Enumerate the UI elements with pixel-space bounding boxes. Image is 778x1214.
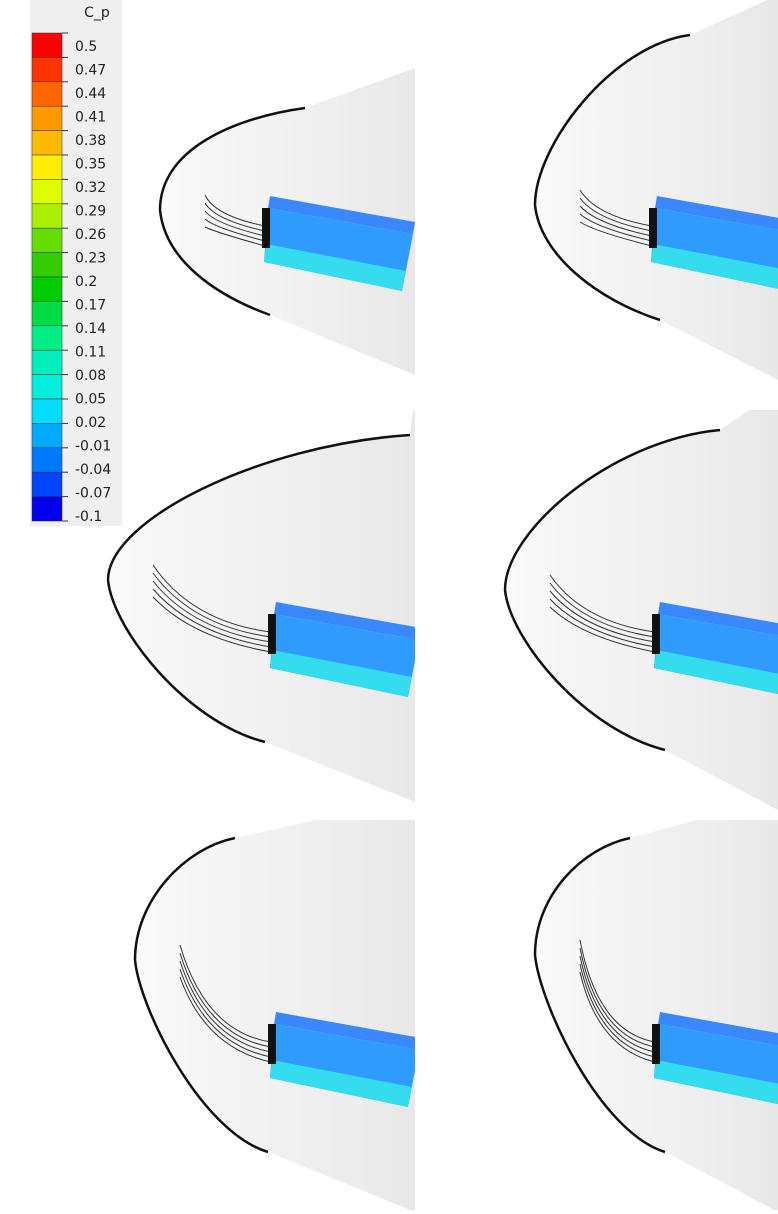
flow-panel (505, 390, 778, 810)
colorbar-label: 0.08 (75, 368, 106, 384)
nozzle (262, 208, 270, 248)
colorbar-title: C_p (84, 5, 110, 21)
colorbar-label: 0.11 (75, 345, 106, 361)
color-swatch (32, 277, 62, 301)
flow-panel (535, 0, 778, 380)
color-swatch (32, 179, 62, 203)
color-swatch (32, 326, 62, 350)
colorbar-label: 0.2 (75, 274, 97, 290)
colorbar: C_p 0.5 0.47 0.44 0.41 0.38 0.35 0.32 0.29 0.26 0… (30, 0, 122, 526)
colorbar-label: 0.26 (75, 227, 106, 243)
flow-panel (108, 395, 421, 802)
colorbar-label: -0.04 (75, 462, 111, 478)
color-swatch (32, 228, 62, 252)
color-swatch (32, 399, 62, 423)
flow-field (505, 390, 778, 810)
figure: C_p 0.5 0.47 0.44 0.41 0.38 0.35 0.32 0.29 0.26 0… (0, 0, 778, 1210)
color-swatch (32, 497, 62, 521)
flow-field (535, 0, 778, 380)
color-swatch (32, 155, 62, 179)
nozzle (268, 614, 276, 654)
colorbar-label: -0.01 (75, 439, 111, 455)
flow-panel (535, 798, 778, 1210)
panels (108, 0, 778, 1210)
color-swatch (32, 82, 62, 106)
nozzle (652, 1024, 660, 1064)
colorbar-label: -0.1 (75, 509, 102, 525)
colorbar-label: 0.29 (75, 204, 106, 220)
colorbar-label: 0.14 (75, 321, 106, 337)
flow-panel (160, 68, 415, 375)
color-swatch (32, 472, 62, 496)
flow-panel (135, 798, 421, 1210)
colorbar-label: 0.44 (75, 86, 106, 102)
color-swatch (32, 448, 62, 472)
flow-field (135, 798, 415, 1210)
color-swatch (32, 33, 62, 57)
colorbar-label: 0.32 (75, 180, 106, 196)
color-swatch (32, 57, 62, 81)
color-swatch (32, 423, 62, 447)
nozzle (652, 614, 660, 654)
color-swatch (32, 301, 62, 325)
colorbar-label: 0.38 (75, 133, 106, 149)
colorbar-label: 0.23 (75, 251, 106, 267)
colorbar-label: 0.02 (75, 415, 106, 431)
colorbar-label: 0.47 (75, 63, 106, 79)
colorbar-label: 0.41 (75, 110, 106, 126)
nozzle (268, 1024, 276, 1064)
nozzle (649, 208, 657, 248)
color-swatch (32, 204, 62, 228)
colorbar-label: -0.07 (75, 486, 111, 502)
colorbar-label: 0.17 (75, 298, 106, 314)
color-swatch (32, 375, 62, 399)
colorbar-label: 0.05 (75, 392, 106, 408)
color-swatch (32, 253, 62, 277)
color-swatch (32, 131, 62, 155)
colorbar-label: 0.5 (75, 39, 97, 55)
color-swatch (32, 350, 62, 374)
color-swatch (32, 106, 62, 130)
colorbar-label: 0.35 (75, 157, 106, 173)
